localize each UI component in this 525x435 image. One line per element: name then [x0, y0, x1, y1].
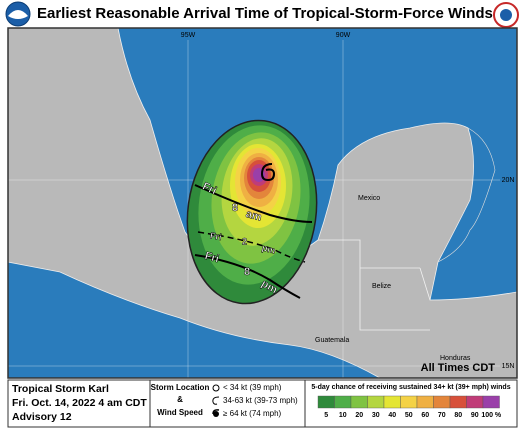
key-symbol — [212, 396, 220, 405]
land — [7, 27, 518, 379]
scale-label: 40 — [388, 412, 396, 419]
scale-label: 70 — [438, 412, 446, 419]
key-symbol — [212, 409, 220, 415]
lon-label: 95W — [181, 32, 196, 39]
scale-label: 5 — [324, 412, 328, 419]
scale-label: 80 — [454, 412, 462, 419]
scale-swatch — [400, 395, 418, 409]
lon-label: 90W — [336, 32, 351, 39]
lat-label: 15N — [502, 363, 515, 370]
key-title: Wind Speed — [157, 408, 203, 417]
place-label: Belize — [372, 283, 391, 290]
scale-label: 60 — [421, 412, 429, 419]
time-label: 2 — [242, 236, 247, 246]
scale-label: 20 — [355, 412, 363, 419]
place-label: Honduras — [440, 355, 471, 362]
storm-symbol — [260, 163, 276, 182]
scale-swatch — [482, 395, 500, 409]
map: Fri 8 am Fri 2 pm Fri 8 pm 95W 90W 20N 1… — [7, 27, 518, 379]
footer: Tropical Storm Karl Fri. Oct. 14, 2022 4… — [7, 379, 518, 428]
scale-label: 100 % — [481, 412, 502, 419]
key-symbol — [213, 411, 219, 417]
time-label: 8 — [232, 202, 238, 214]
time-line — [194, 184, 313, 223]
time-line — [197, 231, 306, 263]
advisory-date: Fri. Oct. 14, 2022 4 am CDT — [12, 397, 147, 409]
scale-swatch — [350, 395, 368, 409]
noaa-logo-bird — [8, 10, 28, 19]
time-label: am — [244, 208, 263, 224]
scale-label: 30 — [372, 412, 380, 419]
key-title: Storm Location — [151, 383, 210, 392]
place-label: Guatemala — [315, 337, 349, 344]
advisory-number: Advisory 12 — [12, 411, 72, 423]
key-title: & — [177, 395, 183, 404]
key-item: ≥ 64 kt (74 mph) — [223, 409, 282, 418]
time-label: Fri — [201, 180, 219, 197]
scale-swatch — [466, 395, 484, 409]
scale-swatch — [416, 395, 434, 409]
scale-label: 10 — [339, 412, 347, 419]
scale-swatch — [334, 395, 352, 409]
scale-swatch — [367, 395, 385, 409]
time-label: Fri — [209, 230, 222, 242]
map-frame — [7, 27, 518, 379]
borders — [318, 239, 431, 331]
scale-label: 50 — [405, 412, 413, 419]
scale-swatch — [433, 395, 451, 409]
scale-label: 90 — [471, 412, 479, 419]
storm-name: Tropical Storm Karl — [12, 383, 109, 395]
time-label: 8 — [244, 266, 250, 278]
time-label: Fri — [203, 250, 220, 265]
coast — [437, 127, 496, 263]
title: Earliest Reasonable Arrival Time of Trop… — [37, 5, 493, 22]
key-item: < 34 kt (39 mph) — [223, 383, 282, 392]
scale-title: 5-day chance of receiving sustained 34+ … — [311, 384, 510, 391]
scale: 5 10 20 30 40 50 60 70 80 90 100 % — [317, 395, 502, 419]
scale-swatch — [383, 395, 401, 409]
nws-logo-center — [500, 9, 512, 21]
time-line — [194, 254, 301, 299]
key-symbol — [212, 384, 220, 392]
scale-swatch — [449, 395, 467, 409]
key-item: 34-63 kt (39-73 mph) — [223, 396, 298, 405]
note: All Times CDT — [421, 362, 496, 374]
place-label: Mexico — [358, 195, 380, 202]
lat-label: 20N — [502, 177, 515, 184]
time-label: pm — [261, 243, 277, 256]
scale-swatch — [317, 395, 335, 409]
